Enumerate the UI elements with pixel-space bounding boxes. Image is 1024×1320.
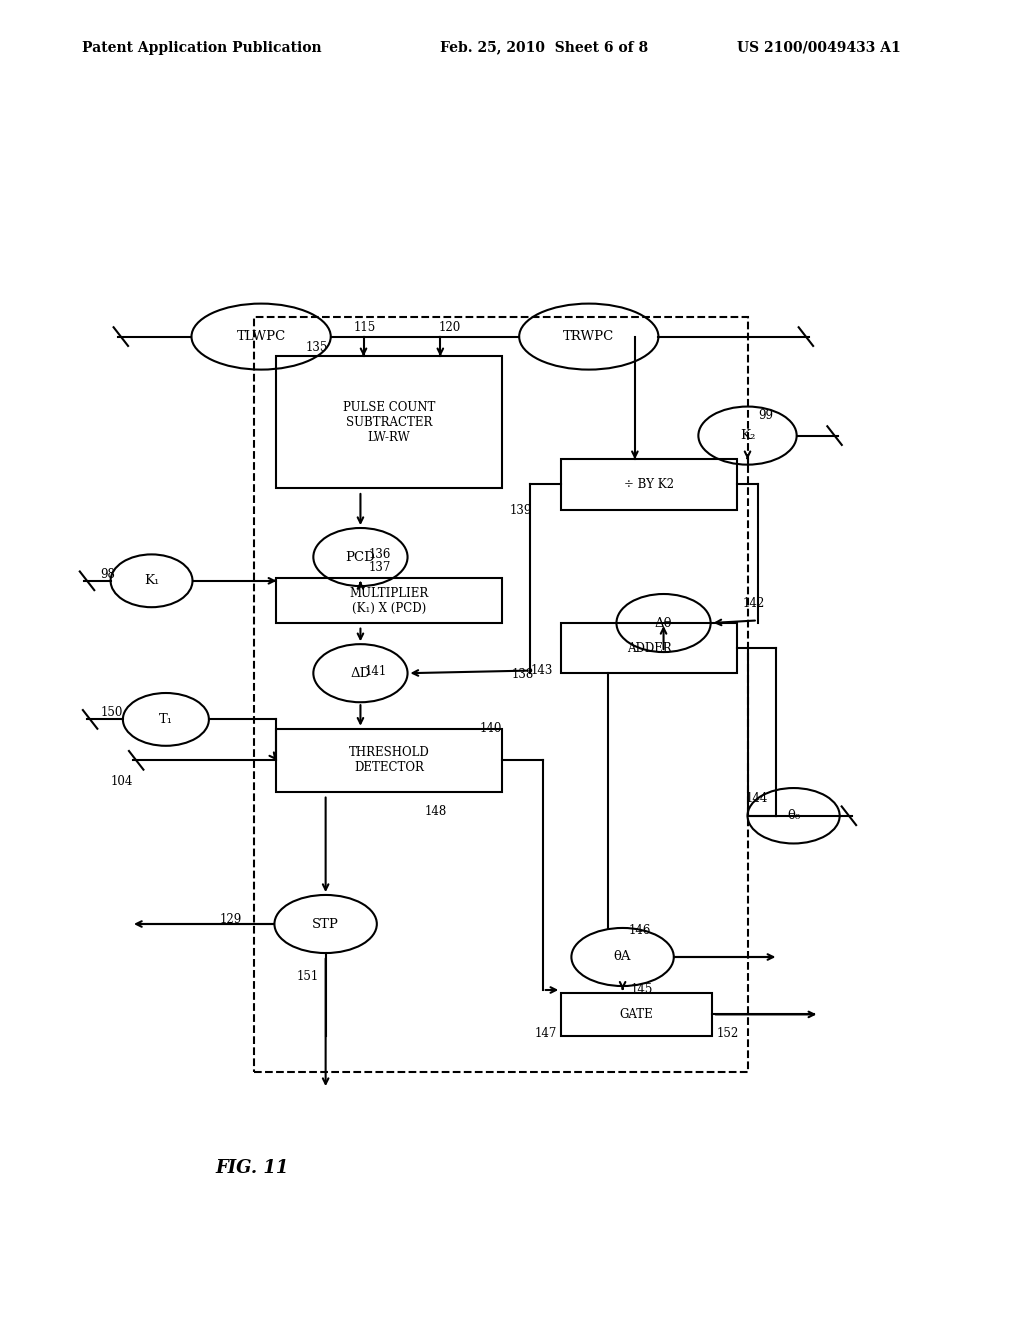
Text: 147: 147 [535,1027,557,1040]
Text: 146: 146 [629,924,651,937]
Text: FIG. 11: FIG. 11 [215,1159,289,1177]
Text: Feb. 25, 2010  Sheet 6 of 8: Feb. 25, 2010 Sheet 6 of 8 [440,41,648,54]
Text: ΔD: ΔD [350,667,371,680]
Text: Patent Application Publication: Patent Application Publication [82,41,322,54]
Text: 120: 120 [438,321,461,334]
Text: 140: 140 [479,722,502,735]
Text: Δθ: Δθ [654,616,673,630]
Text: K₂: K₂ [739,429,756,442]
Text: 99: 99 [758,409,773,422]
Text: 115: 115 [353,321,376,334]
Text: 152: 152 [717,1027,739,1040]
Text: STP: STP [312,917,339,931]
Text: 143: 143 [530,664,553,677]
Text: TLWPC: TLWPC [237,330,286,343]
Text: θ₀: θ₀ [787,809,800,822]
Text: 151: 151 [297,970,319,983]
Text: GATE: GATE [620,1008,653,1020]
Text: 138: 138 [512,668,535,681]
Text: TRWPC: TRWPC [563,330,614,343]
Text: 144: 144 [745,792,768,805]
Text: 137: 137 [369,561,391,574]
Text: 148: 148 [425,805,447,818]
Text: 135: 135 [305,341,328,354]
Text: T₁: T₁ [159,713,173,726]
Text: K₁: K₁ [144,574,159,587]
Text: PULSE COUNT
SUBTRACTER
LW-RW: PULSE COUNT SUBTRACTER LW-RW [343,401,435,444]
Text: 145: 145 [631,983,653,997]
Text: 150: 150 [100,706,123,719]
Text: 141: 141 [365,665,387,678]
Text: US 2100/0049433 A1: US 2100/0049433 A1 [737,41,901,54]
Text: 142: 142 [742,597,765,610]
Text: 129: 129 [219,913,242,927]
Text: 98: 98 [100,568,116,581]
Text: ADDER: ADDER [627,642,672,655]
Text: THRESHOLD
DETECTOR: THRESHOLD DETECTOR [349,746,429,775]
Text: 136: 136 [369,548,391,561]
Text: θA: θA [613,950,632,964]
Text: 104: 104 [111,775,133,788]
Text: ÷ BY K2: ÷ BY K2 [625,478,674,491]
Text: PCD: PCD [345,550,376,564]
Text: MULTIPLIER
(K₁) X (PCD): MULTIPLIER (K₁) X (PCD) [349,586,429,615]
Text: 139: 139 [510,504,532,517]
